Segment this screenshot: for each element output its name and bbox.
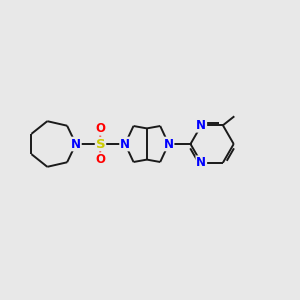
- Text: O: O: [95, 153, 105, 166]
- Text: N: N: [164, 137, 174, 151]
- Text: S: S: [96, 137, 105, 151]
- Text: O: O: [95, 122, 105, 135]
- Text: N: N: [71, 137, 81, 151]
- Text: N: N: [196, 119, 206, 132]
- Text: N: N: [120, 137, 130, 151]
- Text: N: N: [196, 156, 206, 169]
